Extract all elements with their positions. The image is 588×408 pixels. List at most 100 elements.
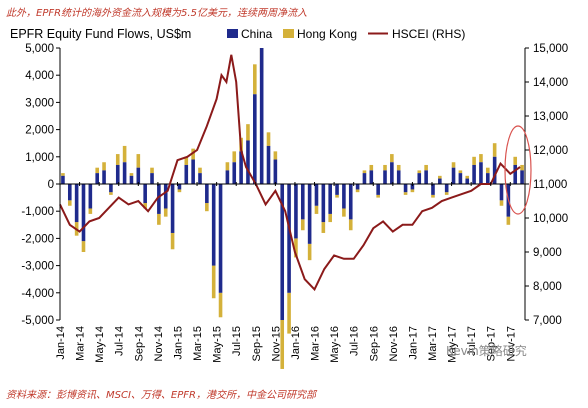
right-tick-label: 10,000 (533, 213, 568, 225)
china-bar (383, 170, 387, 184)
left-tick-label: -4,000 (21, 288, 54, 300)
hong-kong-bar (314, 205, 319, 214)
china-bar (307, 184, 312, 244)
china-bar (465, 178, 470, 184)
hong-kong-bar (403, 192, 408, 195)
china-bar (314, 184, 319, 206)
x-tick-label: Jan-17 (407, 326, 419, 360)
x-tick-label: Sep-14 (133, 326, 145, 361)
hong-kong-bar (431, 194, 435, 198)
hong-kong-bar (342, 208, 346, 217)
x-tick-label: Nov-17 (505, 326, 517, 361)
hong-kong-bar (417, 170, 422, 174)
hong-kong-bar (506, 216, 511, 225)
china-bar (95, 173, 99, 184)
hong-kong-bar (67, 200, 72, 206)
hong-kong-bar (376, 194, 380, 198)
china-bar (232, 162, 237, 184)
hong-kong-bar (328, 213, 332, 223)
china-bar (88, 184, 93, 209)
china-bar (253, 94, 257, 184)
x-tick-label: May-14 (94, 326, 106, 363)
china-bar (486, 173, 490, 184)
x-tick-label: Sep-17 (486, 326, 498, 361)
china-bar (177, 184, 182, 190)
china-bar (499, 184, 504, 201)
header-note: 此外，EPFR统计的海外资金流入规模为5.5亿美元，连续两周净流入 (6, 8, 307, 19)
hong-kong-bar (335, 194, 339, 198)
hong-kong-bar (170, 232, 175, 250)
hong-kong-bar (253, 64, 257, 95)
china-bar (239, 151, 243, 184)
left-axis-ticks: 5,000 4,000 3,000 2,000 1,000 0 -1,000 -2,000 -3… (21, 43, 60, 327)
hong-kong-bar (266, 132, 271, 146)
china-bar (321, 184, 326, 223)
x-tick-label: May-17 (447, 326, 459, 363)
x-tick-label: Jul-14 (114, 326, 126, 356)
left-tick-label: 4,000 (25, 70, 54, 82)
hong-kong-bar (198, 167, 202, 174)
china-bar (438, 178, 442, 184)
legend-label-hscei: HSCEI (RHS) (392, 27, 465, 41)
china-bar (376, 184, 380, 195)
hong-kong-bar (451, 162, 456, 168)
hong-kong-bar (287, 292, 291, 334)
hong-kong-bar (88, 208, 93, 214)
china-bar (479, 162, 483, 184)
hong-kong-bar (232, 151, 237, 163)
hong-kong-bar (465, 175, 470, 179)
china-bar (403, 184, 408, 193)
china-bar (246, 140, 250, 184)
legend-swatch-china (227, 29, 238, 38)
left-tick-label: 2,000 (25, 125, 54, 137)
china-bar (444, 184, 449, 193)
hong-kong-bar (273, 151, 278, 160)
china-bar (410, 184, 415, 190)
hong-kong-bar (383, 164, 387, 171)
china-bar (205, 184, 209, 204)
legend-label-china: China (241, 27, 273, 41)
china-bar (513, 164, 518, 184)
china-bar (396, 170, 401, 184)
right-tick-label: 11,000 (533, 179, 567, 191)
x-tick-label: Sep-16 (368, 326, 380, 361)
hong-kong-bar (444, 192, 449, 195)
right-tick-label: 12,000 (533, 145, 568, 157)
hong-kong-bar (163, 208, 168, 217)
china-bar (300, 184, 305, 220)
china-bar (348, 184, 353, 220)
china-bar (424, 170, 428, 184)
hong-kong-bar (115, 154, 120, 165)
x-tick-label: Nov-15 (270, 326, 282, 361)
right-axis-ticks: 15,000 14,000 13,000 12,000 11,000 10,000 9,00… (525, 43, 568, 327)
china-bar (266, 145, 271, 184)
china-bar (74, 184, 79, 223)
right-tick-label: 13,000 (533, 111, 568, 123)
china-bar (287, 184, 291, 293)
china-bar (390, 162, 394, 184)
x-tick-label: Jan-15 (172, 326, 184, 360)
x-tick-label: Jul-15 (231, 326, 243, 356)
china-bar (129, 175, 134, 184)
china-bar (417, 173, 422, 184)
china-bar (102, 170, 106, 184)
hong-kong-bar (280, 320, 285, 369)
hong-kong-bar (479, 154, 483, 163)
china-bar (294, 184, 298, 239)
china-bar (369, 170, 374, 184)
china-bar (335, 184, 339, 195)
x-tick-label: Mar-14 (75, 326, 87, 361)
left-tick-label: 0 (48, 179, 54, 191)
china-bar (184, 164, 189, 184)
hong-kong-bar (184, 156, 189, 165)
x-tick-label: Mar-17 (427, 326, 439, 361)
right-tick-label: 8,000 (533, 281, 562, 293)
right-tick-label: 15,000 (533, 43, 568, 55)
china-bar (259, 48, 264, 184)
china-bar (67, 184, 72, 201)
x-tick-label: Mar-16 (310, 326, 322, 361)
china-bar (122, 162, 127, 184)
hong-kong-bar (294, 238, 298, 258)
hong-kong-bar (438, 175, 442, 179)
